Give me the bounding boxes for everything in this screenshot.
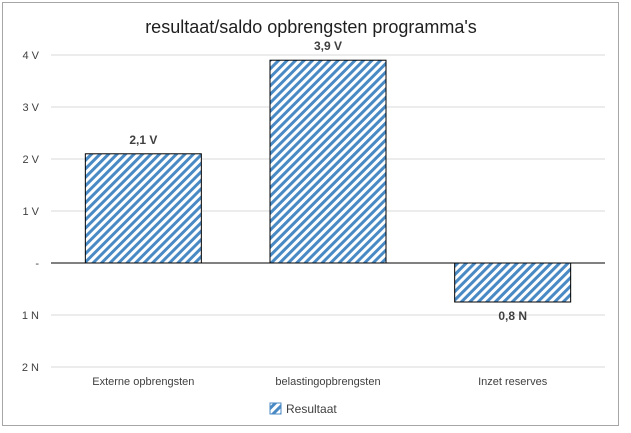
bar <box>269 59 387 264</box>
bar <box>454 262 572 303</box>
legend-swatch <box>269 402 282 415</box>
data-label: 2,1 V <box>129 133 157 147</box>
y-tick-label: - <box>35 258 39 270</box>
data-label: 3,9 V <box>314 39 342 53</box>
y-tick-label: 1 V <box>22 206 39 218</box>
y-tick-label: 2 V <box>22 154 39 166</box>
y-tick-label: 3 V <box>22 102 39 114</box>
category-label: Externe opbrengsten <box>92 376 194 388</box>
category-label: belastingopbrengsten <box>275 376 380 388</box>
chart: resultaat/saldo opbrengsten programma's … <box>22 17 605 416</box>
data-label: 0,8 N <box>498 309 527 323</box>
chart-frame: resultaat/saldo opbrengsten programma's … <box>2 2 619 426</box>
bar <box>84 153 202 264</box>
y-tick-label: 1 N <box>22 310 39 322</box>
legend-label: Resultaat <box>286 402 337 416</box>
y-tick-label: 2 N <box>22 362 39 374</box>
category-label: Inzet reserves <box>478 376 548 388</box>
y-tick-label: 4 V <box>22 50 39 62</box>
chart-title: resultaat/saldo opbrengsten programma's <box>145 17 477 37</box>
